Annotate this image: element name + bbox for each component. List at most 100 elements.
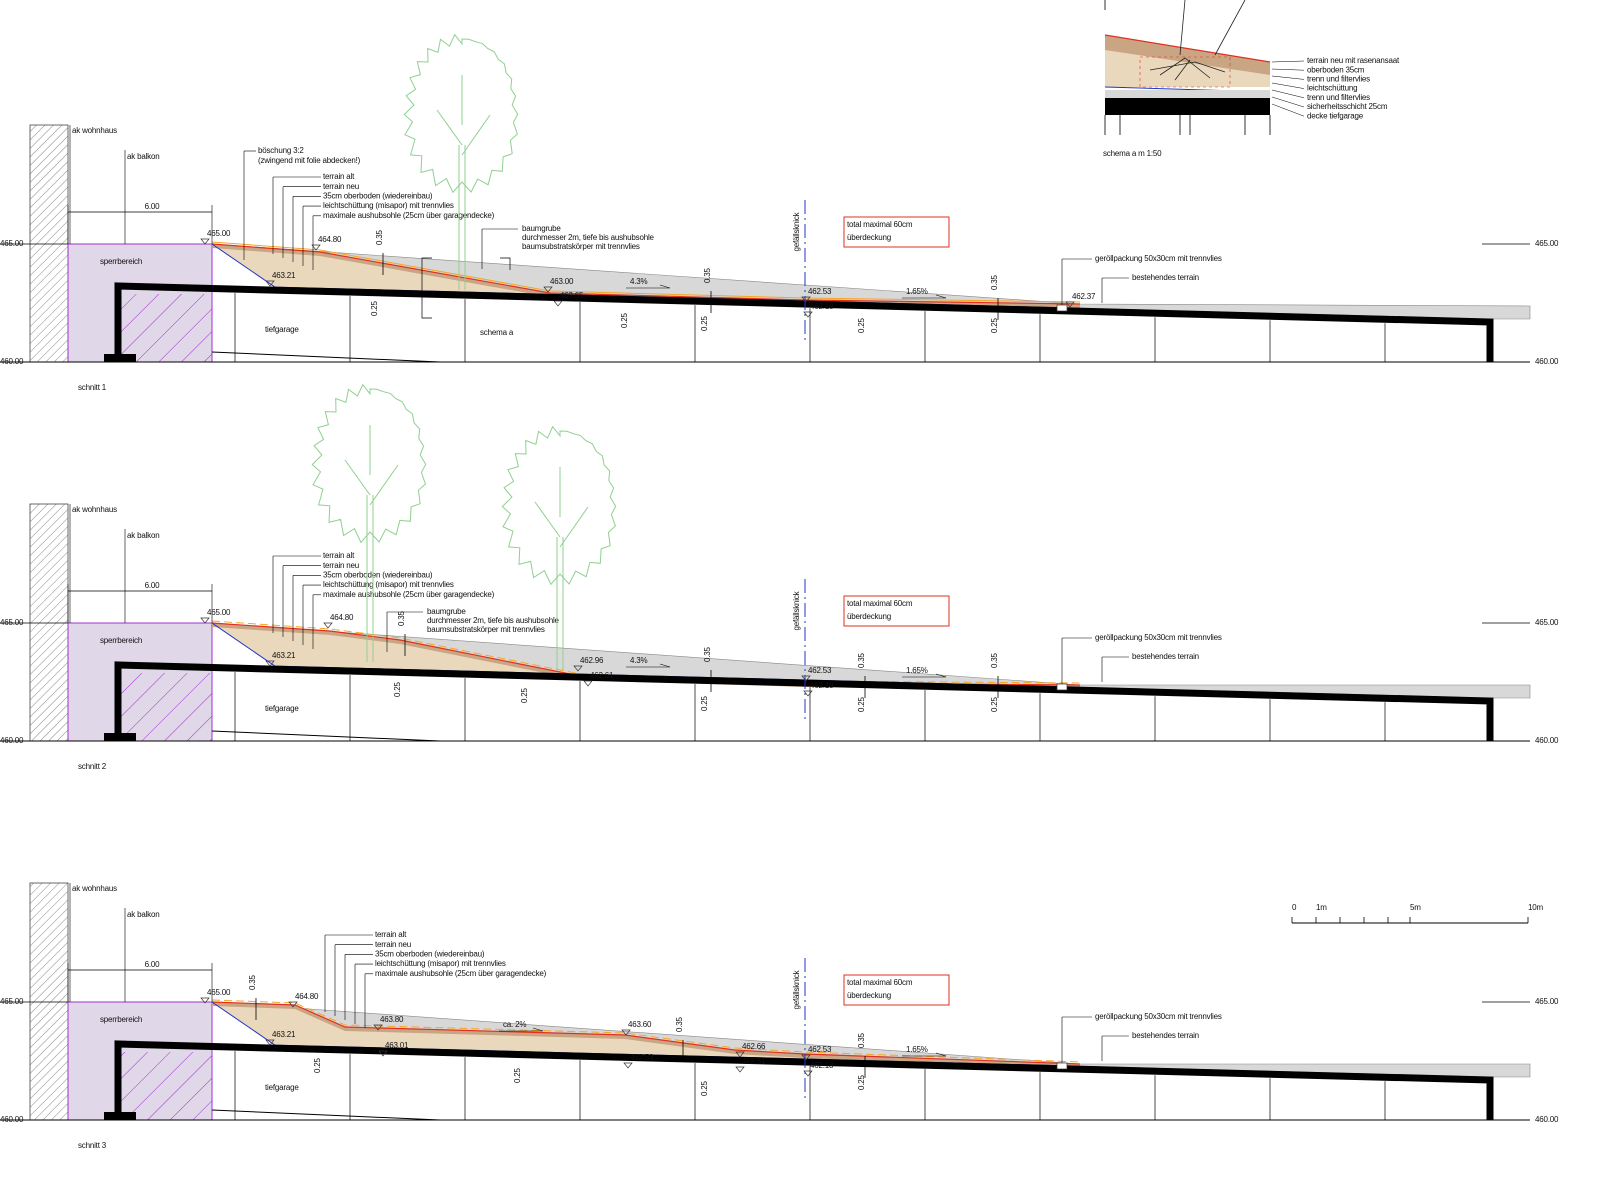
- wall-label: ak wohnhaus: [72, 884, 117, 893]
- level-marker: [265, 280, 275, 287]
- legend-entry: maximale aushubsohle (25cm über garagend…: [323, 590, 495, 599]
- tree-pit-note: baumgrube: [522, 224, 561, 233]
- elevation: 462.61: [590, 671, 614, 680]
- slope: 1.65%: [906, 666, 928, 675]
- cover-box: [843, 974, 950, 1006]
- thickness: 0.35: [990, 274, 999, 290]
- legend-entry: terrain neu: [323, 182, 359, 191]
- elevation-axis: 465.00: [0, 618, 24, 627]
- gravel: [1056, 304, 1068, 312]
- garage-footing: [104, 354, 136, 362]
- cover-note: überdeckung: [847, 991, 891, 1000]
- schema-title: schema a m 1:50: [1103, 149, 1162, 158]
- elevation: 462.18: [810, 302, 834, 311]
- thickness: 0.25: [620, 312, 629, 328]
- elevation: 465.00: [207, 988, 231, 997]
- elevation: 463.21: [272, 1030, 296, 1039]
- level-marker: [373, 1024, 383, 1031]
- tree-pit-note: baumsubstratskörper mit trennvlies: [522, 242, 640, 251]
- line: [1271, 68, 1305, 71]
- restricted-hatch: [120, 294, 212, 362]
- line: [1271, 89, 1305, 99]
- line: [1271, 82, 1305, 89]
- legend-entry: terrain neu: [323, 561, 359, 570]
- schema-layer: trenn und filtervlies: [1307, 93, 1370, 102]
- elevation-axis: 465.00: [0, 239, 24, 248]
- topsoil: [212, 623, 1080, 689]
- schema-deck: [1105, 98, 1270, 115]
- level-marker: [623, 1062, 633, 1069]
- zone-label: sperrbereich: [100, 636, 142, 645]
- level-marker: [573, 665, 583, 672]
- line: [659, 663, 671, 668]
- thickness: 0.35: [397, 610, 406, 626]
- cover-note: überdeckung: [847, 612, 891, 621]
- elevation: 463.80: [380, 1015, 404, 1024]
- elevation-axis: 460.00: [0, 736, 24, 745]
- tree-pit-note: durchmesser 2m, tiefe bis aushubsohle: [427, 616, 560, 625]
- legend-entry: leichtschüttung (misapor) mit trennvlies: [323, 201, 454, 210]
- elevation-axis: 460.00: [1535, 357, 1559, 366]
- elevation: 464.80: [295, 992, 319, 1001]
- level-marker: [265, 1039, 275, 1046]
- thickness: 0.25: [370, 300, 379, 316]
- level-marker: [311, 244, 321, 251]
- tree-crown: [403, 33, 519, 194]
- note: (zwingend mit folie abdecken!): [258, 156, 361, 165]
- thickness: 0.35: [375, 229, 384, 245]
- detail-label: schema a: [480, 328, 514, 337]
- elevation-axis: 460.00: [1535, 736, 1559, 745]
- thickness: 0.25: [513, 1067, 522, 1083]
- schema-layer: sicherheitsschicht 25cm: [1307, 102, 1388, 111]
- line: [1271, 60, 1305, 63]
- thickness: 0.35: [990, 652, 999, 668]
- wall: [29, 124, 69, 363]
- level-marker: [543, 286, 553, 293]
- cover-note: total maximal 60cm: [847, 978, 913, 987]
- elevation: 464.80: [330, 613, 354, 622]
- legend-entry: maximale aushubsohle (25cm über garagend…: [323, 211, 495, 220]
- detail-bracket: [421, 257, 511, 319]
- elevation: 462.18: [810, 681, 834, 690]
- tree-pit-note: baumgrube: [427, 607, 466, 616]
- thickness: 0.25: [700, 695, 709, 711]
- gravel-note: geröllpackung 50x30cm mit trennvlies: [1095, 254, 1222, 263]
- elevation: 462.37: [1072, 292, 1096, 301]
- legend-entry: terrain alt: [375, 930, 407, 939]
- tree-trunk: [534, 467, 589, 670]
- thickness: 0.25: [990, 696, 999, 712]
- line: [1104, 34, 1271, 63]
- elevation: 463.21: [272, 651, 296, 660]
- cover-note: überdeckung: [847, 233, 891, 242]
- level-marker: [735, 1066, 745, 1073]
- legend-entry: 35cm oberboden (wiedereinbau): [323, 192, 433, 201]
- restricted-hatch: [120, 673, 212, 741]
- line: [1271, 103, 1305, 117]
- garage-label: tiefgarage: [265, 704, 299, 713]
- cover-box: [843, 595, 950, 627]
- elevation-axis: 465.00: [1535, 997, 1559, 1006]
- schema-layer: terrain neu mit rasenansaat: [1307, 56, 1400, 65]
- break-label: gefällsknick: [792, 211, 801, 251]
- break-label: gefällsknick: [792, 969, 801, 1009]
- cover-note: total maximal 60cm: [847, 220, 913, 229]
- level-marker: [803, 1070, 813, 1077]
- thickness: 0.35: [857, 1032, 866, 1048]
- legend-entry: 35cm oberboden (wiedereinbau): [323, 571, 433, 580]
- tree-pit-note: durchmesser 2m, tiefe bis aushubsohle: [522, 233, 655, 242]
- slope: 1.65%: [906, 1045, 928, 1054]
- gravel: [1056, 683, 1068, 691]
- thickness: 0.25: [700, 315, 709, 331]
- gravel-note: geröllpackung 50x30cm mit trennvlies: [1095, 1012, 1222, 1021]
- thickness: 0.25: [700, 1080, 709, 1096]
- break-label: gefällsknick: [792, 590, 801, 630]
- tree-trunk: [436, 75, 491, 290]
- thickness: 0.35: [857, 652, 866, 668]
- level-marker: [288, 1001, 298, 1008]
- elevation: 463.00: [550, 277, 574, 286]
- elevation: 462.66: [742, 1042, 766, 1051]
- cover-box: [843, 216, 950, 248]
- garage-slab: [114, 1040, 1494, 1120]
- scale-label: 1m: [1316, 903, 1327, 912]
- wall: [29, 882, 69, 1121]
